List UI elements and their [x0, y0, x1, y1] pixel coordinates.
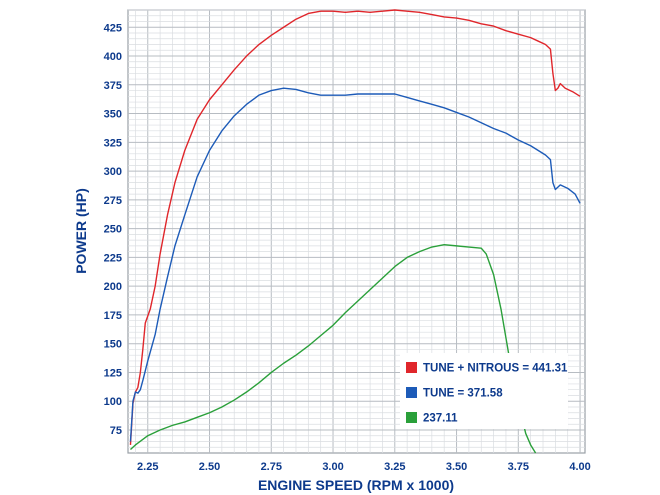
- x-tick-label: 3.00: [322, 461, 343, 473]
- legend: TUNE + NITROUS = 441.31 TUNE = 371.58 237.…: [406, 362, 568, 425]
- legend-swatch: [406, 412, 417, 423]
- legend-box: [400, 353, 568, 429]
- y-tick-label: 425: [104, 22, 122, 34]
- series-line-3: [129, 244, 537, 454]
- x-axis-label: ENGINE SPEED (RPM x 1000): [258, 477, 454, 493]
- legend-label: TUNE + NITROUS = 441.31: [423, 363, 568, 375]
- y-tick-label: 350: [104, 109, 122, 121]
- x-tick-label: 2.25: [137, 461, 158, 473]
- x-tick-label: 2.50: [199, 461, 220, 473]
- y-tick-label: 175: [104, 310, 122, 322]
- y-tick-label: 250: [104, 224, 122, 236]
- y-tick-label: 75: [110, 425, 122, 437]
- x-tick-label: 2.75: [261, 461, 282, 473]
- y-tick-label: 275: [104, 195, 122, 207]
- legend-swatch: [406, 362, 417, 373]
- legend-swatch: [406, 387, 417, 398]
- y-tick-label: 100: [104, 396, 122, 408]
- x-tick-label: 3.50: [446, 461, 467, 473]
- legend-label: 237.11: [423, 413, 458, 425]
- y-tick-label: 225: [104, 252, 122, 264]
- x-tick-label: 3.25: [384, 461, 405, 473]
- y-tick-label: 325: [104, 137, 122, 149]
- y-tick-label: 150: [104, 339, 122, 351]
- legend-label: TUNE = 371.58: [423, 388, 503, 400]
- y-tick-label: 375: [104, 80, 122, 92]
- grid: [128, 9, 585, 453]
- y-tick-label: 300: [104, 166, 122, 178]
- series-group: [129, 9, 581, 454]
- y-tick-label: 125: [104, 367, 122, 379]
- y-tick-label: 400: [104, 51, 122, 63]
- y-tick-label: 200: [104, 281, 122, 293]
- x-tick-label: 4.00: [569, 461, 590, 473]
- y-tick-labels: 75 100 125 150 175 200 225 250 275 300 325 350 375 40…: [104, 22, 122, 437]
- y-axis-label: POWER (HP): [73, 188, 89, 274]
- series-line-1: [129, 9, 581, 445]
- series-line-2: [129, 87, 581, 442]
- x-tick-label: 3.75: [508, 461, 529, 473]
- x-tick-labels: 2.25 2.50 2.75 3.00 3.25 3.50 3.75 4.00: [137, 461, 591, 473]
